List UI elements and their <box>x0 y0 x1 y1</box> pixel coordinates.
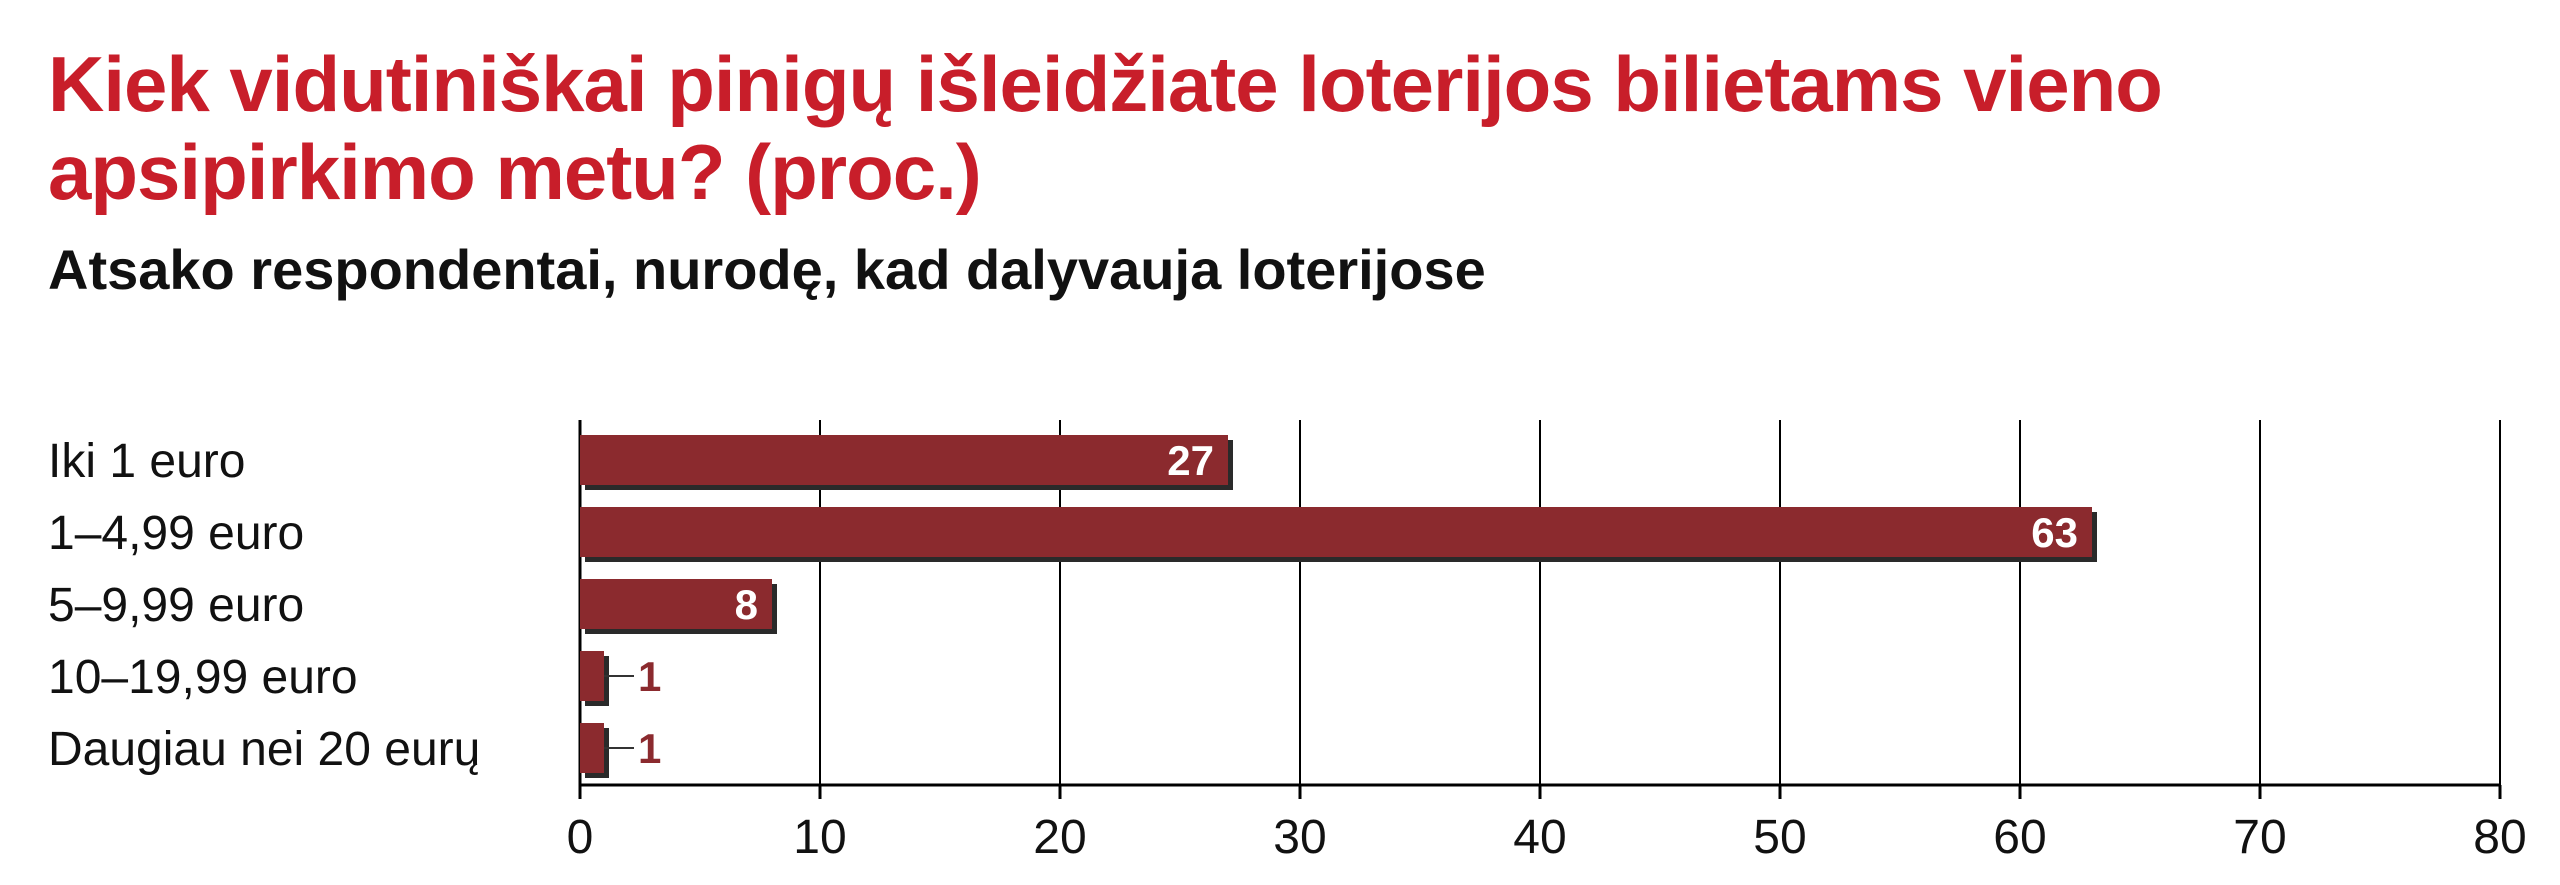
chart-subtitle: Atsako respondentai, nurodę, kad dalyvau… <box>48 238 1486 301</box>
x-tick-label: 10 <box>793 811 846 864</box>
data-label: 1 <box>638 653 661 700</box>
category-label: Daugiau nei 20 eurų <box>48 723 480 776</box>
bar <box>580 507 2092 557</box>
bar <box>580 579 772 629</box>
x-tick-label: 70 <box>2233 811 2286 864</box>
bar <box>580 723 604 773</box>
x-tick-label: 60 <box>1993 811 2046 864</box>
x-tick-label: 50 <box>1753 811 1806 864</box>
category-label: 5–9,99 euro <box>48 579 304 632</box>
bar <box>580 435 1228 485</box>
category-label: 10–19,99 euro <box>48 651 358 704</box>
category-label: 1–4,99 euro <box>48 507 304 560</box>
category-label: Iki 1 euro <box>48 435 245 488</box>
x-tick-label: 40 <box>1513 811 1566 864</box>
x-tick-label: 30 <box>1273 811 1326 864</box>
data-label: 63 <box>2031 509 2078 556</box>
data-label: 8 <box>735 581 758 628</box>
chart-title: Kiek vidutiniškai pinigų išleidžiate lot… <box>48 40 2163 216</box>
bar <box>580 651 604 701</box>
data-label: 1 <box>638 725 661 772</box>
data-label: 27 <box>1167 437 1214 484</box>
x-tick-label: 0 <box>567 811 594 864</box>
x-tick-label: 80 <box>2473 811 2526 864</box>
x-tick-label: 20 <box>1033 811 1086 864</box>
